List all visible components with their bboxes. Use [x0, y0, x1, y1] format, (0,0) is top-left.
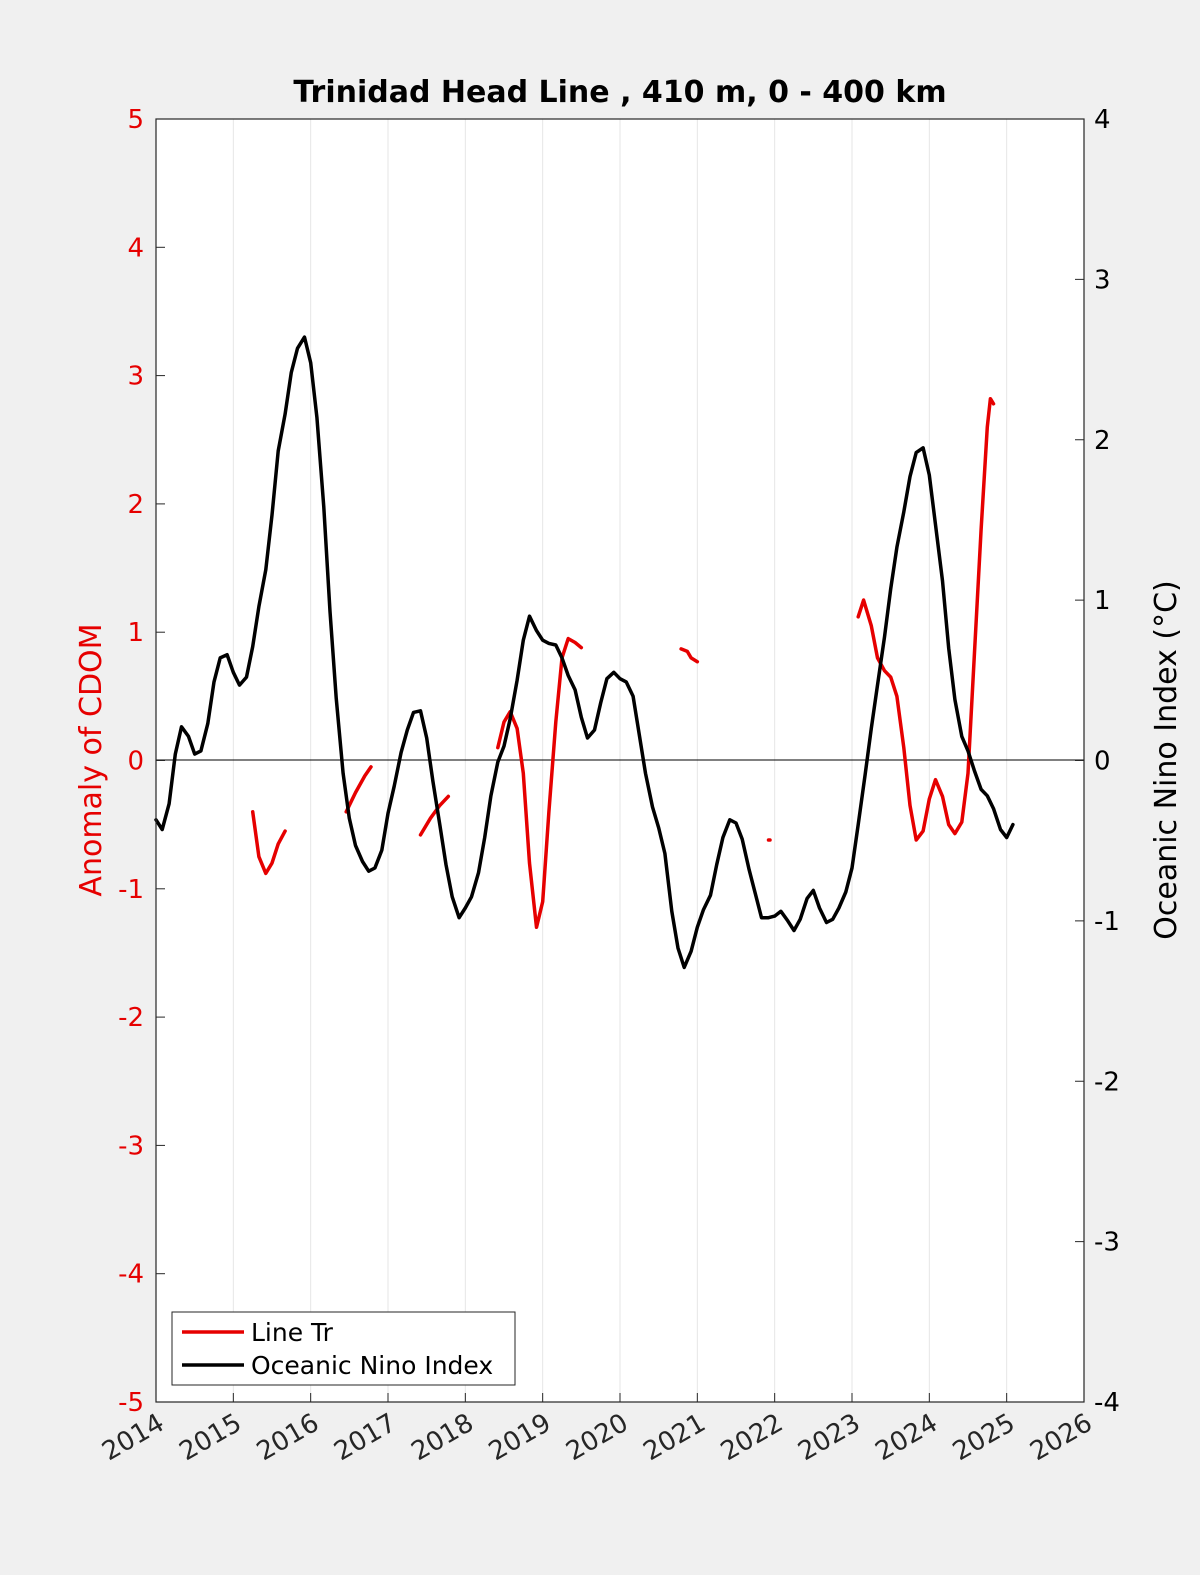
legend: Line Tr Oceanic Nino Index: [171, 1311, 516, 1386]
right-tick-label: -1: [1094, 907, 1120, 937]
left-tick-label: 5: [127, 105, 144, 135]
series-line-tr-segment: [418, 794, 451, 837]
right-tick-label: 4: [1094, 105, 1111, 135]
x-tick-label: 2025: [948, 1408, 1020, 1467]
left-axis: 5 4 3 2 1 0 -1 -2 -3 -4 -5: [118, 105, 165, 1418]
left-tick-label: -5: [118, 1388, 144, 1418]
x-tick-label: 2022: [716, 1408, 788, 1467]
x-tick-label: 2018: [407, 1408, 479, 1467]
x-tick-label: 2021: [639, 1408, 711, 1467]
legend-label-line-tr: Line Tr: [251, 1318, 334, 1347]
right-tick-label: -3: [1094, 1228, 1120, 1258]
left-tick-label: -3: [118, 1131, 144, 1161]
series-line-tr-segment: [679, 647, 700, 664]
right-tick-label: 3: [1094, 265, 1111, 295]
x-tick-label: 2017: [329, 1408, 401, 1467]
left-tick-label: 1: [127, 618, 144, 648]
series-line-tr-segment: [250, 810, 287, 876]
series-line-tr-segment: [856, 396, 996, 842]
x-tick-label: 2019: [484, 1408, 556, 1467]
x-tick-label: 2024: [871, 1408, 943, 1467]
x-tick-label: 2023: [793, 1408, 865, 1467]
series-line-tr-segment: [344, 765, 373, 814]
left-tick-label: 3: [127, 362, 144, 392]
x-tick-label: 2026: [1025, 1408, 1097, 1467]
right-tick-label: 1: [1094, 586, 1111, 616]
right-axis: 4 3 2 1 0 -1 -2 -3 -4: [1075, 105, 1120, 1418]
legend-box: [171, 1311, 516, 1386]
x-tick-label: 2015: [175, 1408, 247, 1467]
legend-label-oni: Oceanic Nino Index: [251, 1351, 493, 1380]
left-tick-label: 4: [127, 233, 144, 263]
right-tick-label: 2: [1094, 426, 1111, 456]
right-tick-label: -2: [1094, 1067, 1120, 1097]
x-tick-label: 2016: [252, 1408, 324, 1467]
right-tick-label: 0: [1094, 747, 1111, 777]
left-tick-label: 2: [127, 490, 144, 520]
right-tick-label: -4: [1094, 1388, 1120, 1418]
left-tick-label: -2: [118, 1003, 144, 1033]
right-axis-label: Oceanic Nino Index (°C): [1149, 580, 1184, 940]
left-tick-label: 0: [127, 747, 144, 777]
x-tick-label: 2020: [561, 1408, 633, 1467]
chart-title: Trinidad Head Line , 410 m, 0 - 400 km: [293, 75, 946, 110]
x-axis: 2014 2015 2016 2017 2018 2019 2020 2021 2022 2023…: [97, 1393, 1098, 1467]
series-layer: [154, 335, 1015, 970]
left-tick-label: -1: [118, 875, 144, 905]
left-tick-label: -4: [118, 1260, 144, 1290]
series-oceanic-nino-index: [154, 335, 1015, 970]
left-axis-label: Anomaly of CDOM: [74, 623, 109, 896]
